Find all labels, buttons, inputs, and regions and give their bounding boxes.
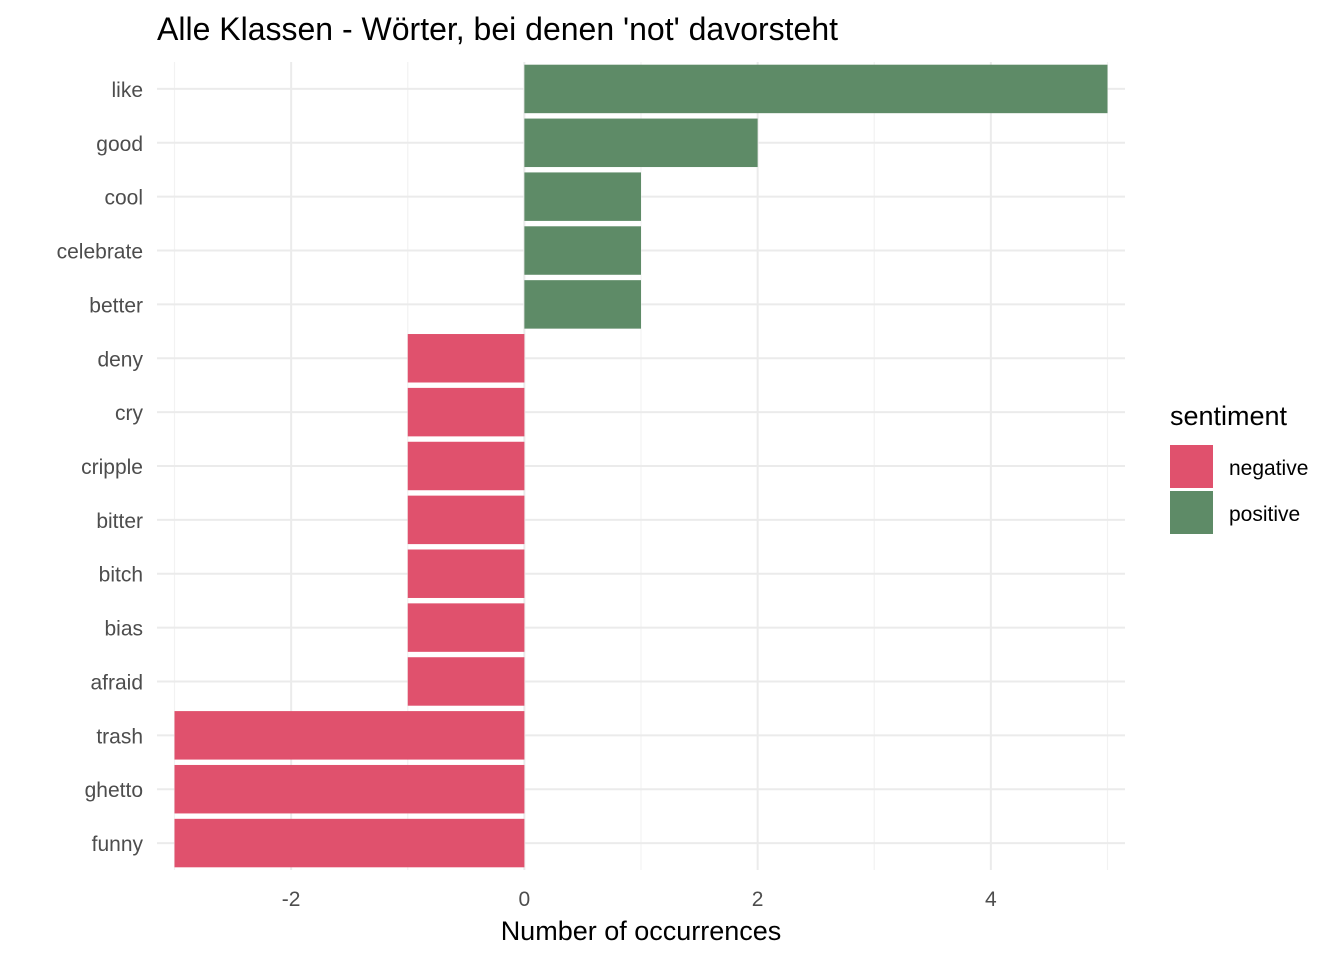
bars-layer	[174, 64, 1108, 868]
bar-deny	[407, 334, 525, 383]
y-tick-label: like	[111, 79, 143, 102]
legend-swatch-negative	[1170, 445, 1213, 488]
bar-celebrate	[524, 226, 641, 275]
bar-better	[524, 280, 641, 329]
y-tick-label: bias	[104, 618, 143, 641]
x-tick-label: 4	[985, 888, 997, 911]
chart-title: Alle Klassen - Wörter, bei denen 'not' d…	[157, 11, 838, 47]
legend-items: negative positive	[1170, 445, 1308, 534]
y-tick-label: celebrate	[57, 241, 143, 264]
x-axis-title: Number of occurrences	[501, 916, 782, 946]
y-tick-label: bitter	[96, 510, 143, 533]
bar-bias	[407, 603, 525, 652]
bar-cry	[407, 387, 525, 437]
x-tick-label: 2	[752, 888, 764, 911]
x-tick-labels: -2 0 2 4	[282, 888, 997, 911]
bar-afraid	[407, 657, 525, 706]
bar-ghetto	[174, 764, 525, 814]
bar-bitch	[407, 549, 525, 598]
y-tick-label: better	[89, 294, 143, 317]
legend-label-negative: negative	[1229, 457, 1308, 480]
y-tick-label: afraid	[90, 671, 143, 694]
y-tick-label: cool	[104, 187, 143, 210]
y-tick-labels: like good cool celebrate better deny cry crippl…	[57, 79, 144, 856]
legend-title: sentiment	[1170, 401, 1288, 431]
x-tick-label: 0	[519, 888, 531, 911]
bar-cool	[524, 172, 641, 221]
y-tick-label: ghetto	[85, 779, 143, 802]
y-tick-label: funny	[92, 833, 144, 856]
bar-good	[524, 118, 758, 168]
bar-bitter	[407, 495, 525, 545]
y-tick-label: deny	[97, 348, 143, 371]
bar-funny	[174, 818, 525, 868]
x-tick-label: -2	[282, 888, 301, 911]
legend-label-positive: positive	[1229, 503, 1300, 526]
y-tick-label: cry	[115, 402, 143, 425]
y-tick-label: cripple	[81, 456, 143, 479]
bar-like	[524, 64, 1108, 114]
bar-cripple	[407, 441, 525, 491]
y-tick-label: bitch	[99, 564, 143, 587]
legend: sentiment negative positive	[1170, 401, 1308, 534]
y-tick-label: good	[96, 133, 143, 156]
y-tick-label: trash	[96, 725, 143, 748]
legend-swatch-positive	[1170, 491, 1213, 534]
bar-trash	[174, 711, 525, 760]
